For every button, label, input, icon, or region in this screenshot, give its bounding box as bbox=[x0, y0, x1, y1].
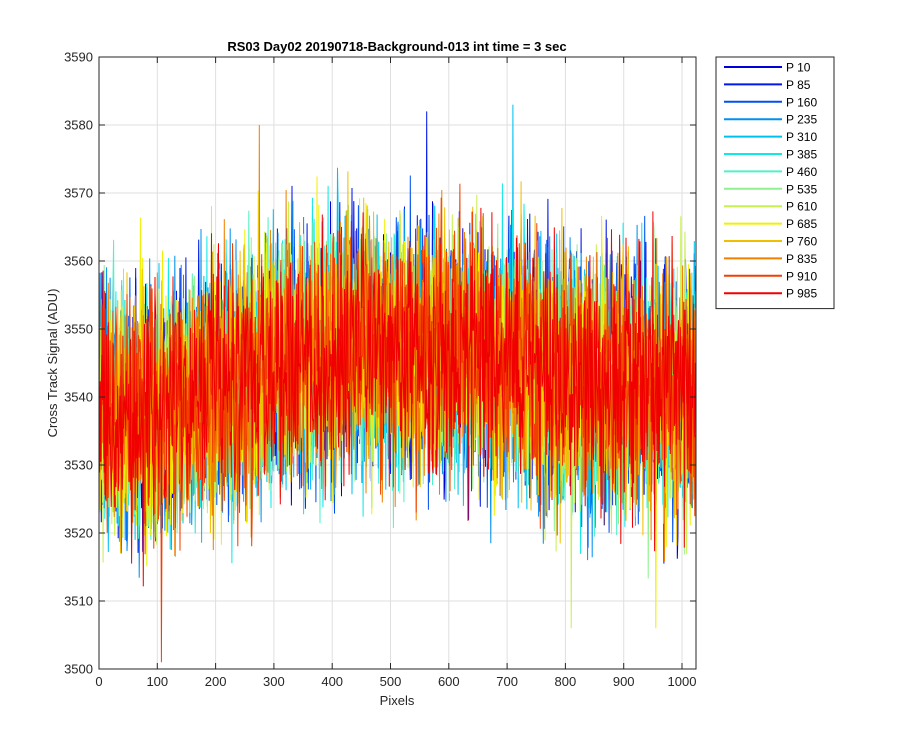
legend-label: P 910 bbox=[786, 269, 817, 283]
y-tick-label: 3570 bbox=[64, 186, 93, 201]
legend-label: P 685 bbox=[786, 217, 817, 231]
data-series-group bbox=[98, 104, 696, 663]
chart-title: RS03 Day02 20190718-Background-013 int t… bbox=[227, 39, 566, 54]
legend-label: P 535 bbox=[786, 182, 817, 196]
legend-label: P 385 bbox=[786, 148, 817, 162]
legend-label: P 610 bbox=[786, 200, 817, 214]
y-tick-label: 3530 bbox=[64, 458, 93, 473]
y-tick-label: 3580 bbox=[64, 118, 93, 133]
x-tick-label: 300 bbox=[263, 674, 285, 689]
y-tick-label: 3510 bbox=[64, 594, 93, 609]
legend-label: P 235 bbox=[786, 113, 817, 127]
series-line-p-985 bbox=[98, 207, 696, 587]
x-tick-label: 400 bbox=[321, 674, 343, 689]
legend-label: P 985 bbox=[786, 287, 817, 301]
x-tick-label: 1000 bbox=[668, 674, 697, 689]
x-tick-label: 900 bbox=[613, 674, 635, 689]
y-tick-label: 3550 bbox=[64, 322, 93, 337]
y-tick-label: 3500 bbox=[64, 662, 93, 677]
ticks: 0 100 200 300 400 500 600 700 800 900 1000 3500 3510… bbox=[64, 50, 696, 690]
legend-label: P 10 bbox=[786, 61, 811, 75]
y-tick-label: 3590 bbox=[64, 50, 93, 65]
x-tick-label: 0 bbox=[95, 674, 102, 689]
y-tick-label: 3560 bbox=[64, 254, 93, 269]
x-tick-label: 100 bbox=[146, 674, 168, 689]
y-tick-label: 3540 bbox=[64, 390, 93, 405]
x-axis-title: Pixels bbox=[380, 693, 415, 708]
axes-box bbox=[98, 56, 697, 670]
legend: P 10 P 85 P 160 P 235 P 310 P 385 P 460 P 535 P … bbox=[715, 56, 835, 310]
x-tick-label: 800 bbox=[555, 674, 577, 689]
x-tick-label: 600 bbox=[438, 674, 460, 689]
legend-label: P 310 bbox=[786, 130, 817, 144]
legend-label: P 85 bbox=[786, 78, 811, 92]
legend-label: P 760 bbox=[786, 235, 817, 249]
y-axis-title: Cross Track Signal (ADU) bbox=[45, 289, 60, 438]
legend-label: P 160 bbox=[786, 95, 817, 109]
legend-box bbox=[715, 56, 835, 310]
legend-label: P 460 bbox=[786, 165, 817, 179]
y-tick-label: 3520 bbox=[64, 526, 93, 541]
x-tick-label: 200 bbox=[205, 674, 227, 689]
x-tick-label: 700 bbox=[496, 674, 518, 689]
x-tick-label: 500 bbox=[380, 674, 402, 689]
legend-label: P 835 bbox=[786, 252, 817, 266]
